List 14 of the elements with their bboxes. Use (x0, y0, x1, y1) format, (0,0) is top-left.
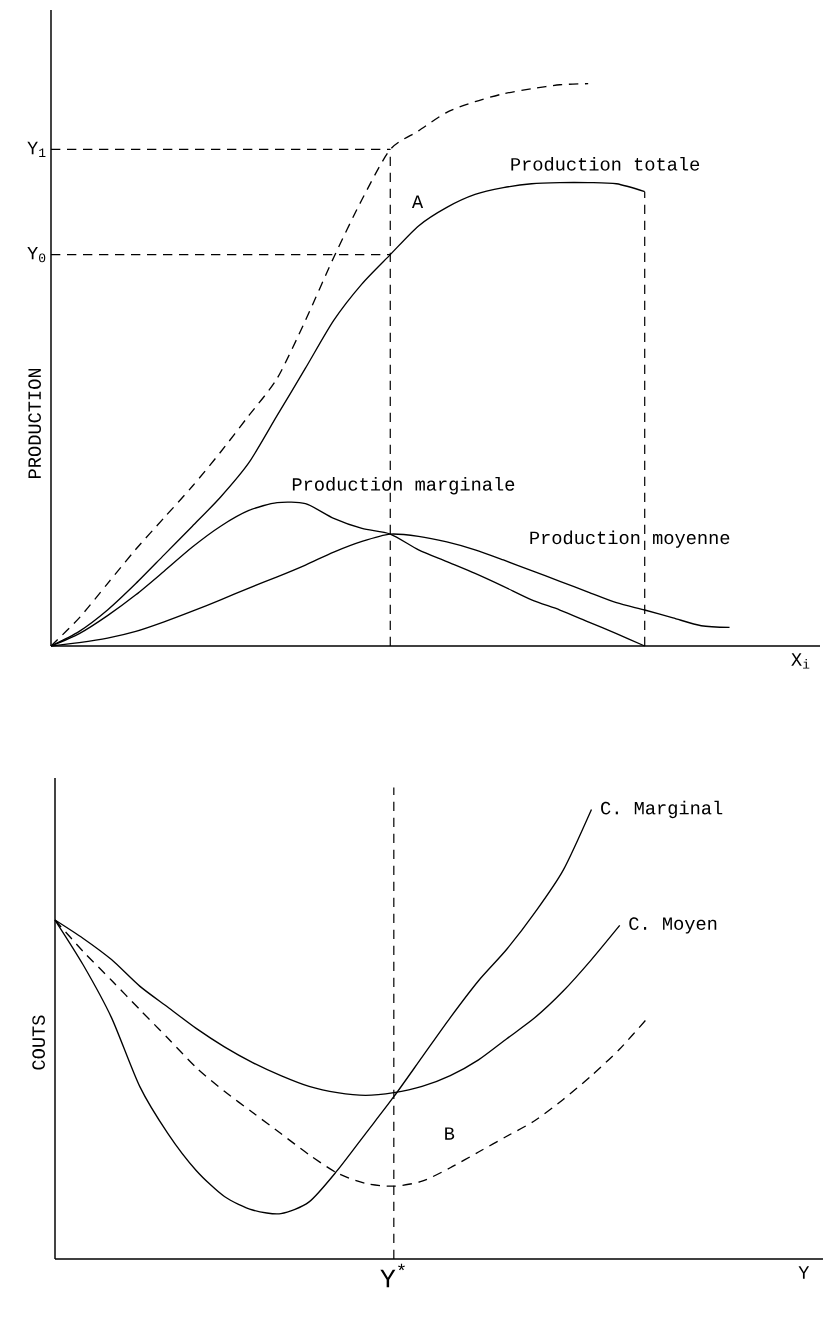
annotation: A (411, 195, 424, 208)
ref-line-label: Y$_{0}$ (27, 246, 46, 263)
x-axis-title: X$_{i}$ (791, 653, 810, 669)
series-label: Production totale (511, 156, 700, 171)
series-label: C. Moyen (629, 917, 717, 934)
series-label: Production marginale (292, 477, 515, 495)
text: Y$^{*}$ (380, 1263, 405, 1288)
y-axis-title: PRODUCTION (28, 368, 41, 478)
series-label: Production moyenne (530, 530, 730, 548)
x-axis-title: Y (798, 1266, 810, 1279)
series-label: C. Marginal (601, 800, 723, 819)
y-axis-title: COUTS (32, 1015, 45, 1070)
annotation: B (445, 1127, 455, 1140)
ref-line-label: Y$_{1}$ (27, 141, 46, 158)
